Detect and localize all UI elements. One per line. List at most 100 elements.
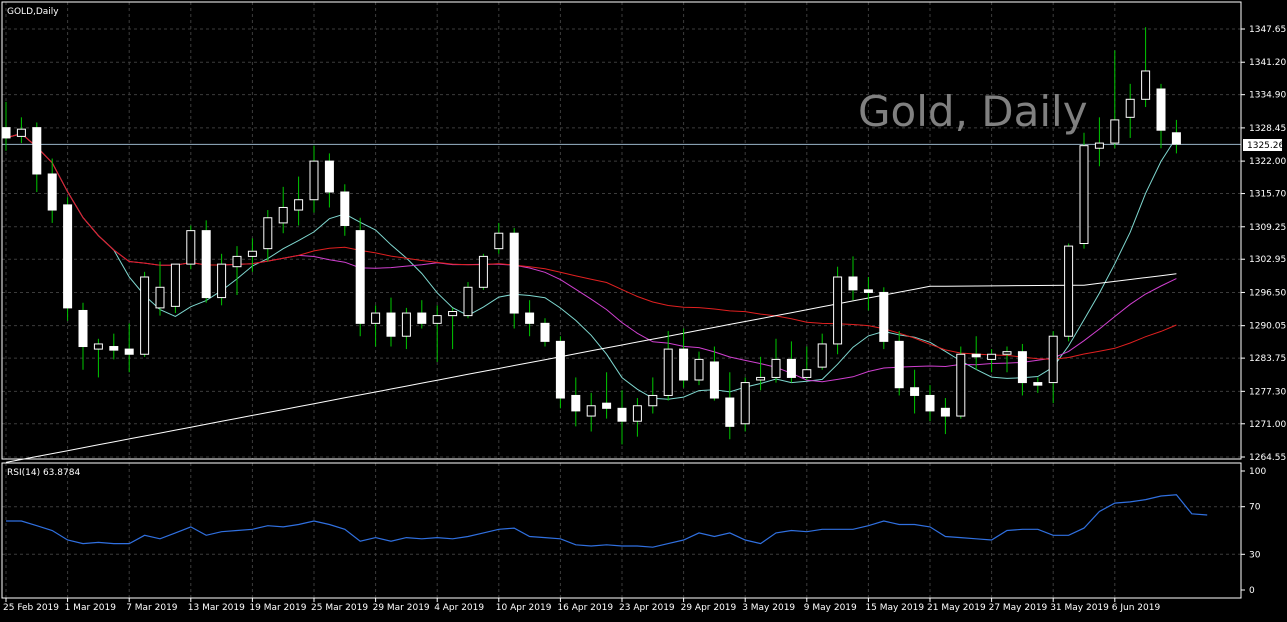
candle-bull xyxy=(1141,70,1151,100)
candle-bear xyxy=(386,312,396,337)
current-price-tag: 1325.26 xyxy=(1243,139,1284,151)
y-tick-label: 1296.50 xyxy=(1249,288,1286,298)
current-price-label: 1325.26 xyxy=(1247,141,1284,151)
candle-bull xyxy=(1125,98,1135,118)
candles xyxy=(1,27,1181,445)
candle-bull xyxy=(1110,119,1120,144)
y-tick-label: 1264.55 xyxy=(1249,453,1286,463)
candle-bull xyxy=(463,286,473,317)
candle-bull xyxy=(217,263,227,299)
candle-bear xyxy=(971,353,981,358)
candle-bull xyxy=(740,382,750,425)
rsi-tick-label: 30 xyxy=(1249,550,1261,560)
watermark-text: Gold, Daily xyxy=(858,87,1088,136)
axes: 1347.65 1341.20 1334.90 1328.45 1322.00 1315.… xyxy=(3,25,1286,613)
y-tick-label: 1271.00 xyxy=(1249,420,1286,430)
x-tick-label: 7 Mar 2019 xyxy=(126,603,178,613)
candle-bull xyxy=(93,343,103,350)
candle-bull xyxy=(663,348,673,396)
candle-bull xyxy=(155,286,165,309)
candle-bull xyxy=(1064,245,1074,337)
candle-bear xyxy=(109,346,119,351)
x-tick-label: 13 Mar 2019 xyxy=(188,603,245,613)
ma-mid-line xyxy=(5,133,1177,383)
candle-bull xyxy=(1048,335,1058,384)
candle-bear xyxy=(32,127,42,175)
candle-bull xyxy=(987,353,997,360)
x-tick-label: 15 May 2019 xyxy=(865,603,924,613)
candle-bear xyxy=(1,127,11,139)
candle-bull xyxy=(186,230,196,265)
candle-bear xyxy=(571,394,581,412)
x-tick-label: 19 Mar 2019 xyxy=(249,603,306,613)
candle-bull xyxy=(401,312,411,337)
candle-bear xyxy=(355,230,365,324)
candle-bear xyxy=(417,312,427,324)
candle-bear xyxy=(679,348,689,381)
candle-bear xyxy=(1017,351,1027,384)
x-tick-label: 3 May 2019 xyxy=(742,603,795,613)
candle-bull xyxy=(247,250,257,257)
candle-bear xyxy=(340,191,350,226)
candle-bear xyxy=(525,312,535,324)
candle-bear xyxy=(848,276,858,291)
rsi-line xyxy=(6,494,1208,548)
x-tick-label: 10 Apr 2019 xyxy=(496,603,552,613)
candle-bear xyxy=(1033,382,1043,386)
main-panel-border xyxy=(1,1,1242,460)
y-tick-label: 1328.45 xyxy=(1249,124,1286,134)
candle-bull xyxy=(833,276,843,345)
ma-long-line xyxy=(5,273,1177,463)
candle-bear xyxy=(709,361,719,399)
candle-bear xyxy=(1171,132,1181,145)
candle-bear xyxy=(786,358,796,378)
candle-bull xyxy=(371,312,381,324)
y-tick-label: 1277.30 xyxy=(1249,387,1286,397)
candle-bull xyxy=(586,405,596,417)
candle-bear xyxy=(725,397,735,427)
y-tick-label: 1309.25 xyxy=(1249,223,1286,233)
candle-bear xyxy=(540,322,550,342)
candle-bull xyxy=(494,232,504,250)
candle-bear xyxy=(124,348,134,355)
candle-bear xyxy=(509,232,519,314)
candle-bear xyxy=(602,402,612,409)
candle-bull xyxy=(294,199,304,211)
candle-bull xyxy=(648,394,658,407)
x-tick-label: 25 Feb 2019 xyxy=(3,603,59,613)
candle-bull xyxy=(1002,351,1012,355)
x-tick-label: 4 Apr 2019 xyxy=(434,603,484,613)
candle-bull xyxy=(448,311,458,317)
candle-bear xyxy=(201,230,211,299)
candle-bull xyxy=(432,315,442,324)
candle-bull xyxy=(278,206,288,224)
x-tick-label: 23 Apr 2019 xyxy=(619,603,675,613)
candle-bear xyxy=(925,394,935,412)
candle-bear xyxy=(47,173,57,211)
rsi-tick-label: 70 xyxy=(1249,503,1261,513)
y-tick-label: 1283.75 xyxy=(1249,354,1286,364)
candle-bull xyxy=(694,358,704,381)
candle-bull xyxy=(232,255,242,268)
candle-bear xyxy=(863,289,873,293)
candle-bull xyxy=(1079,145,1089,245)
x-tick-label: 6 Jun 2019 xyxy=(1112,603,1161,613)
x-tick-label: 29 Apr 2019 xyxy=(681,603,737,613)
candle-bull xyxy=(756,376,766,381)
chart-title: GOLD,Daily xyxy=(7,7,59,17)
candle-bear xyxy=(324,160,334,193)
x-tick-label: 25 Mar 2019 xyxy=(311,603,368,613)
candle-bear xyxy=(555,340,565,399)
rsi-indicator xyxy=(6,494,1208,548)
x-tick-label: 31 May 2019 xyxy=(1050,603,1109,613)
y-tick-label: 1347.65 xyxy=(1249,25,1286,35)
x-tick-label: 9 May 2019 xyxy=(804,603,857,613)
candle-bull xyxy=(802,369,812,378)
x-tick-label: 1 Mar 2019 xyxy=(65,603,117,613)
candle-bull xyxy=(140,276,150,355)
candle-bull xyxy=(956,353,966,417)
candle-bear xyxy=(940,407,950,417)
ma-fast-line xyxy=(5,133,1177,400)
